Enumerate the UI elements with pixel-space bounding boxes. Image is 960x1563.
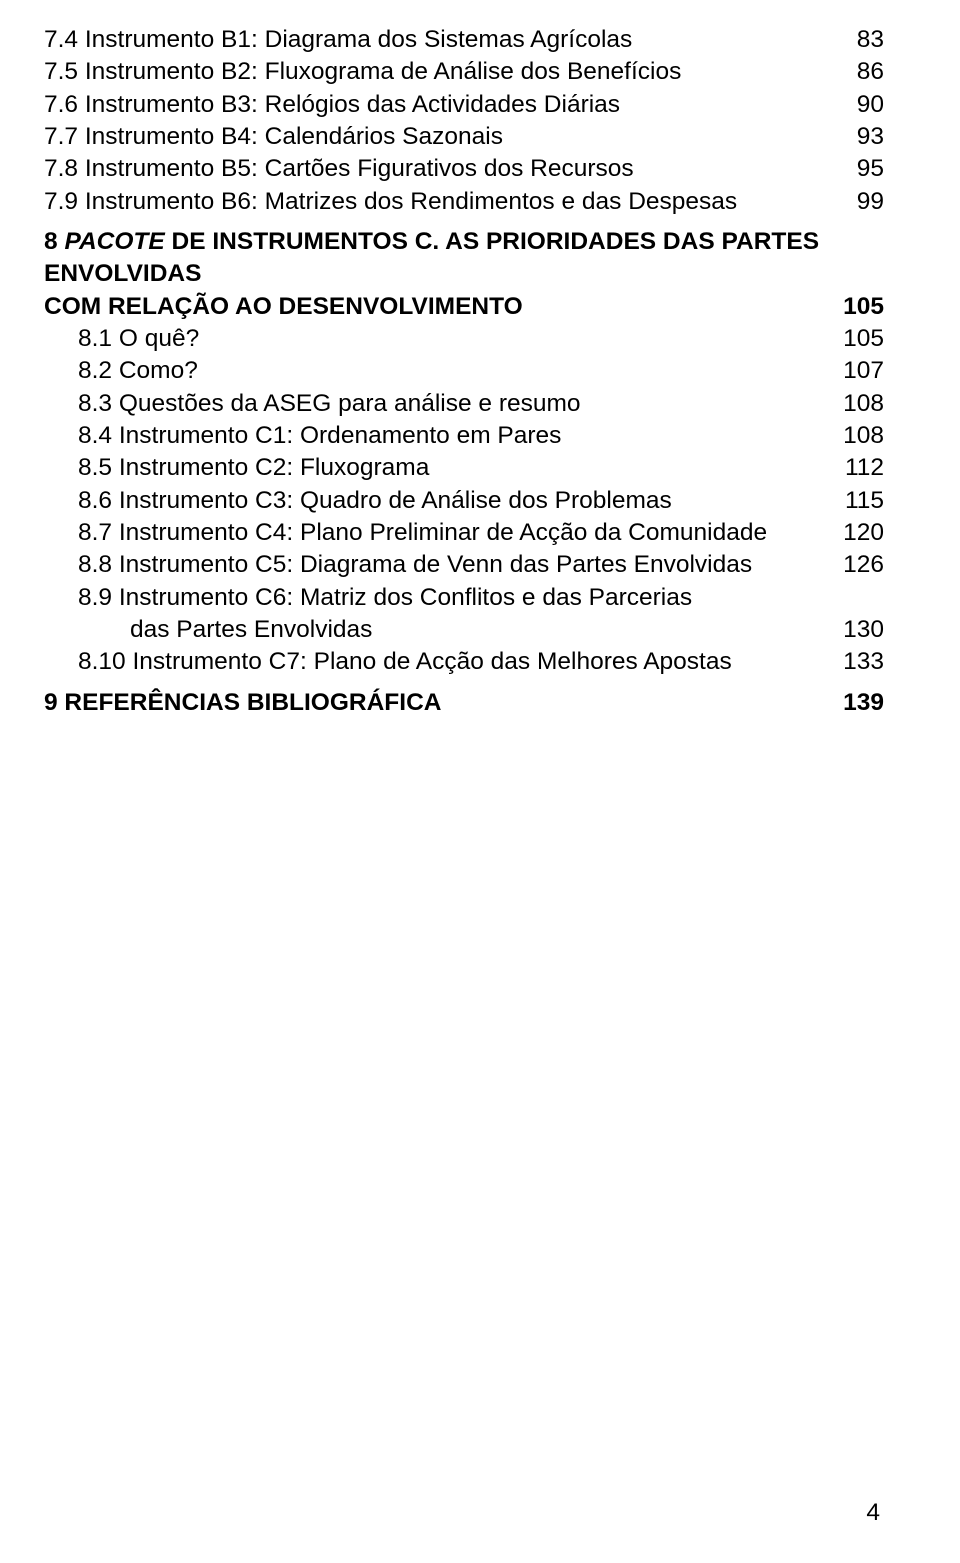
toc-entry-page: 99	[834, 186, 884, 218]
toc-entry-label-line2: das Partes Envolvidas	[78, 614, 834, 646]
toc-entry-label: 8.7 Instrumento C4: Plano Preliminar de …	[78, 517, 834, 549]
toc-section-heading-cont: COM RELAÇÃO AO DESENVOLVIMENTO 105	[44, 291, 884, 323]
toc-entry-page: 105	[834, 323, 884, 355]
toc-entry: 7.8 Instrumento B5: Cartões Figurativos …	[44, 153, 884, 185]
toc-entry-page: 115	[834, 485, 884, 517]
toc-entry-label: 7.9 Instrumento B6: Matrizes dos Rendime…	[44, 186, 834, 218]
toc-section-page: 105	[834, 291, 884, 323]
toc-entry-page: 95	[834, 153, 884, 185]
toc-entry: 7.7 Instrumento B4: Calendários Sazonais…	[44, 121, 884, 153]
toc-entry: 7.4 Instrumento B1: Diagrama dos Sistema…	[44, 24, 884, 56]
toc-entry-page: 83	[834, 24, 884, 56]
toc-entry-label: 7.4 Instrumento B1: Diagrama dos Sistema…	[44, 24, 834, 56]
toc-head-prefix: 8	[44, 228, 64, 255]
toc-entry-multiline: 8.9 Instrumento C6: Matriz dos Conflitos…	[44, 582, 884, 614]
toc-entry: 8.1 O quê? 105	[44, 323, 884, 355]
toc-entry-label: 7.6 Instrumento B3: Relógios das Activid…	[44, 89, 834, 121]
toc-entry-page: 120	[834, 517, 884, 549]
page-number-footer: 4	[44, 1499, 884, 1527]
toc-entry-label: 7.7 Instrumento B4: Calendários Sazonais	[44, 121, 834, 153]
toc-entry-page: 108	[834, 388, 884, 420]
toc-entry-page: 90	[834, 89, 884, 121]
toc-entry-page: 126	[834, 549, 884, 581]
toc-section-9: 9 REFERÊNCIAS BIBLIOGRÁFICA 139	[44, 687, 884, 719]
toc-entry-page: 112	[834, 452, 884, 484]
toc-entry-page: 130	[834, 614, 884, 646]
toc-entry-page: 107	[834, 355, 884, 387]
toc-entry-label: 8.6 Instrumento C3: Quadro de Análise do…	[78, 485, 834, 517]
page-number: 4	[866, 1499, 880, 1526]
toc-entry-label: 8.3 Questões da ASEG para análise e resu…	[78, 388, 834, 420]
toc-section-heading-line1: 8 PACOTE DE INSTRUMENTOS C. AS PRIORIDAD…	[44, 226, 884, 291]
toc-entry-label: 8.4 Instrumento C1: Ordenamento em Pares	[78, 420, 834, 452]
toc-entry: 7.6 Instrumento B3: Relógios das Activid…	[44, 89, 884, 121]
toc-section-heading: 9 REFERÊNCIAS BIBLIOGRÁFICA 139	[44, 687, 884, 719]
toc-entry-label: 8.5 Instrumento C2: Fluxograma	[78, 452, 834, 484]
toc-entry: 8.2 Como? 107	[44, 355, 884, 387]
toc-entry: 7.9 Instrumento B6: Matrizes dos Rendime…	[44, 186, 884, 218]
toc-entry: 8.4 Instrumento C1: Ordenamento em Pares…	[44, 420, 884, 452]
toc-entry-multiline-cont: das Partes Envolvidas 130	[44, 614, 884, 646]
toc-entry: 8.3 Questões da ASEG para análise e resu…	[44, 388, 884, 420]
toc-entry: 8.7 Instrumento C4: Plano Preliminar de …	[44, 517, 884, 549]
toc-entry-label: 8.10 Instrumento C7: Plano de Acção das …	[78, 646, 834, 678]
toc-entry-page: 93	[834, 121, 884, 153]
toc-section-7-continuation: 7.4 Instrumento B1: Diagrama dos Sistema…	[44, 24, 884, 218]
toc-entry: 8.6 Instrumento C3: Quadro de Análise do…	[44, 485, 884, 517]
toc-entry-label: 8.1 O quê?	[78, 323, 834, 355]
toc-entry: 8.10 Instrumento C7: Plano de Acção das …	[44, 646, 884, 678]
toc-entry-label: 7.5 Instrumento B2: Fluxograma de Anális…	[44, 56, 834, 88]
toc-entry: 8.5 Instrumento C2: Fluxograma 112	[44, 452, 884, 484]
toc-section-label: 9 REFERÊNCIAS BIBLIOGRÁFICA	[44, 687, 834, 719]
toc-entry-label-line1: 8.9 Instrumento C6: Matriz dos Conflitos…	[78, 582, 884, 614]
toc-section-page: 139	[834, 687, 884, 719]
toc-entry-page: 133	[834, 646, 884, 678]
toc-entry-page: 108	[834, 420, 884, 452]
toc-section-heading-line2: COM RELAÇÃO AO DESENVOLVIMENTO	[44, 291, 834, 323]
toc-entry-page: 86	[834, 56, 884, 88]
toc-section-8: 8 PACOTE DE INSTRUMENTOS C. AS PRIORIDAD…	[44, 226, 884, 679]
toc-entry-label: 8.8 Instrumento C5: Diagrama de Venn das…	[78, 549, 834, 581]
toc-entry-label: 8.2 Como?	[78, 355, 834, 387]
toc-entry: 7.5 Instrumento B2: Fluxograma de Anális…	[44, 56, 884, 88]
toc-entry-label: 7.8 Instrumento B5: Cartões Figurativos …	[44, 153, 834, 185]
toc-entry: 8.8 Instrumento C5: Diagrama de Venn das…	[44, 549, 884, 581]
toc-head-italic: PACOTE	[64, 228, 164, 255]
toc-section-heading: 8 PACOTE DE INSTRUMENTOS C. AS PRIORIDAD…	[44, 226, 884, 291]
